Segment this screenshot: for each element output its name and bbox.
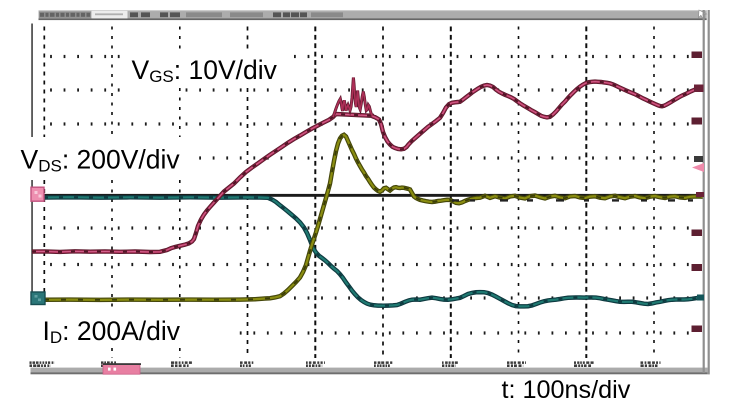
svg-text:ID: 200A/div: ID: 200A/div <box>43 316 181 347</box>
svg-text:t: 100ns/div: t: 100ns/div <box>502 376 631 404</box>
svg-text:VGS: 10V/div: VGS: 10V/div <box>132 55 278 86</box>
